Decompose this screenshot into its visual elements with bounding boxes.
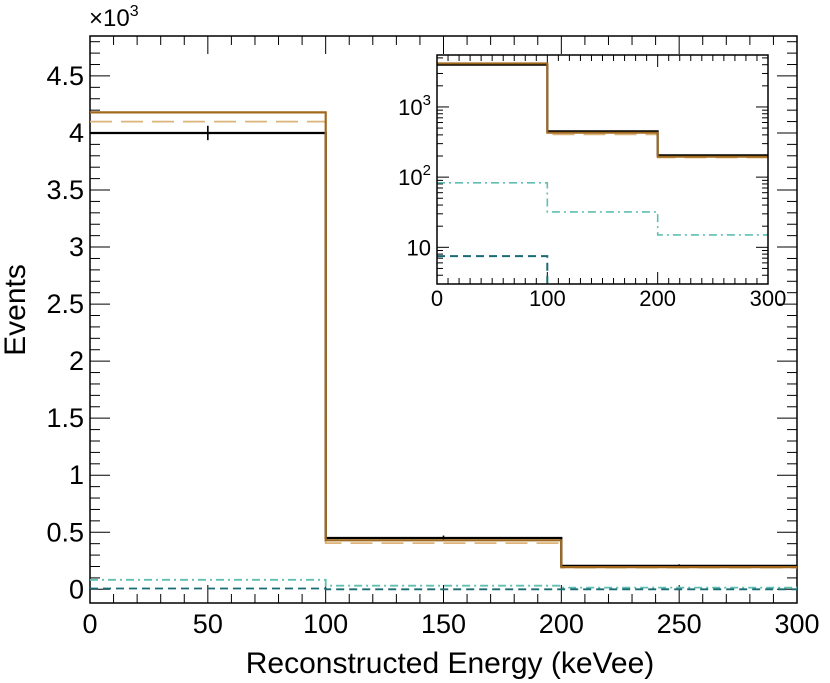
y-tick-label: 4.5 [46,61,84,91]
inset-series-tiny-component [437,255,549,284]
inset-x-tick-label: 300 [750,286,787,311]
inset-x-tick-label: 200 [639,286,676,311]
series-dominant-component [437,63,768,159]
x-tick-label: 250 [657,609,702,639]
inset-x-tick-label: 100 [529,286,566,311]
series-total-model [437,62,768,158]
y-tick-label: 3 [69,232,84,262]
x-tick-label: 200 [539,609,584,639]
y-tick-label: 3.5 [46,175,84,205]
y-tick-label: 1.5 [46,403,84,433]
y-axis-multiplier: ×103 [89,3,139,32]
series-total-model [90,111,797,569]
y-tick-label: 0.5 [46,517,84,547]
y-axis-title: Events [0,264,32,356]
series-minor-component [437,182,768,236]
inset-x-tick-label: 0 [431,286,443,311]
x-tick-label: 150 [421,609,466,639]
x-tick-label: 300 [774,609,819,639]
x-tick-label: 50 [193,609,223,639]
y-tick-label: 2.5 [46,289,84,319]
y-tick-label: 2 [69,346,84,376]
y-tick-label: 0 [69,574,84,604]
series-data [437,63,768,157]
x-axis-title: Reconstructed Energy (keVee) [246,647,655,680]
y-tick-label: 1 [69,460,84,490]
y-tick-label: 4 [69,118,84,148]
series-dominant-component [90,120,797,569]
inset-plot: 0 100 200 300 10 102 103 [398,54,787,311]
inset-y-tick-label: 102 [398,162,431,190]
inset-y-tick-label: 10 [407,235,431,260]
x-tick-label: 0 [82,609,97,639]
x-tick-label: 100 [303,609,348,639]
inset-background [437,55,768,284]
series-tiny-component [90,587,797,591]
inset-frame [436,54,769,285]
inset-y-tick-label: 103 [398,92,431,120]
